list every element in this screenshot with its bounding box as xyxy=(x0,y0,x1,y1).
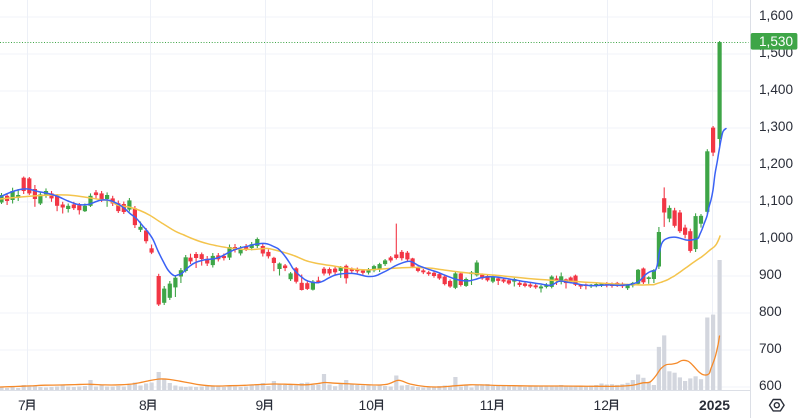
svg-text:9: 9 xyxy=(255,397,263,413)
svg-text:8: 8 xyxy=(139,397,147,413)
svg-text:1,600: 1,600 xyxy=(759,8,793,23)
svg-text:11: 11 xyxy=(480,397,495,413)
svg-text:2025: 2025 xyxy=(699,397,730,413)
svg-text:1,000: 1,000 xyxy=(759,230,793,245)
svg-text:700: 700 xyxy=(759,341,782,356)
svg-text:1,300: 1,300 xyxy=(759,119,793,134)
svg-text:1,200: 1,200 xyxy=(759,156,793,171)
svg-text:10: 10 xyxy=(359,397,375,413)
svg-text:1,100: 1,100 xyxy=(759,193,793,208)
svg-text:900: 900 xyxy=(759,267,782,282)
svg-text:1,530: 1,530 xyxy=(759,34,793,49)
svg-text:1,400: 1,400 xyxy=(759,82,793,97)
svg-text:12: 12 xyxy=(594,397,610,413)
svg-text:7: 7 xyxy=(18,397,26,413)
svg-text:800: 800 xyxy=(759,304,782,319)
svg-text:600: 600 xyxy=(759,378,782,393)
